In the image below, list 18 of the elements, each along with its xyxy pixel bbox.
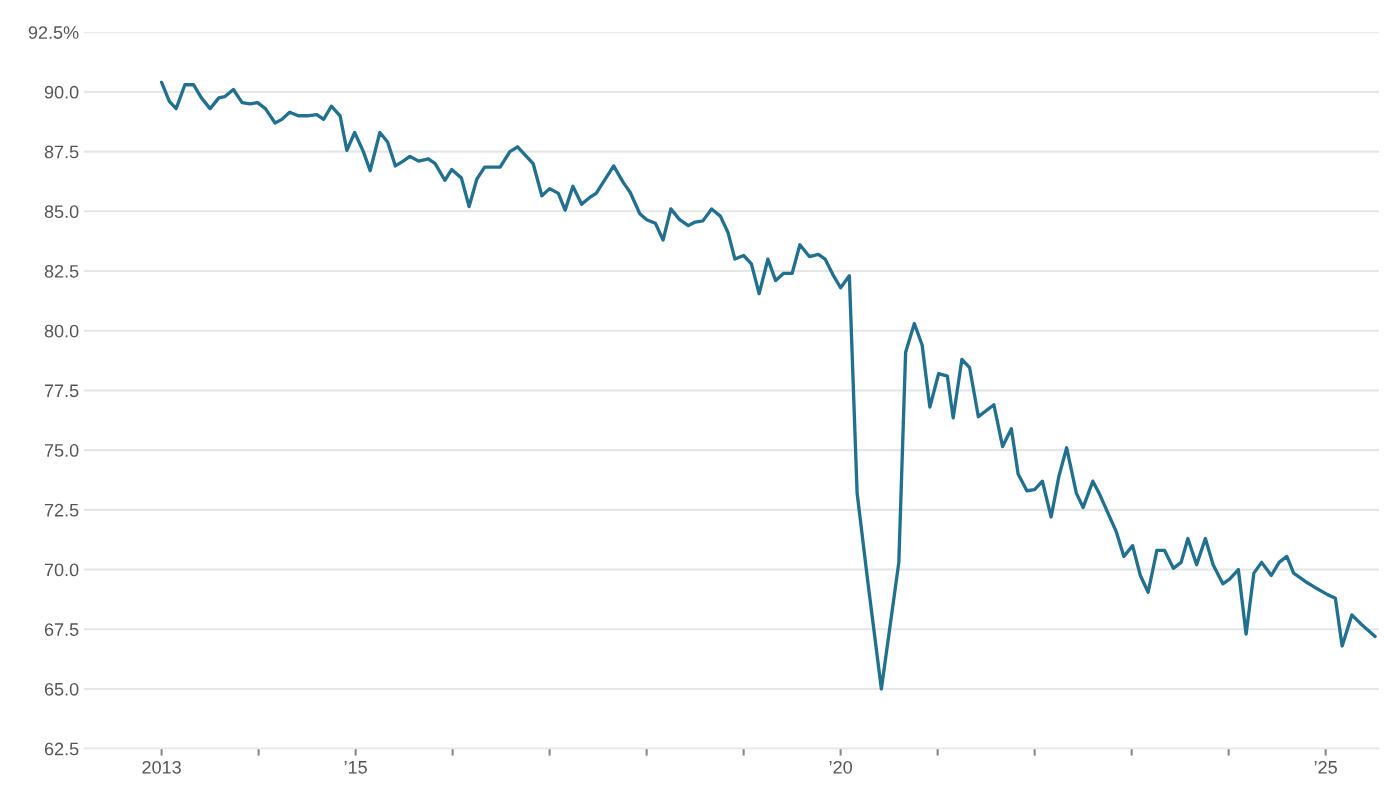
y-tick-label: 90.0 bbox=[44, 85, 79, 99]
x-tick-label: ’15 bbox=[344, 761, 367, 774]
y-tick-label: 72.5 bbox=[44, 503, 79, 517]
y-tick-label: 70.0 bbox=[44, 563, 79, 577]
y-tick-label: 87.5 bbox=[44, 145, 79, 159]
y-tick-label: 92.5% bbox=[28, 26, 79, 39]
y-tick-label: 75.0 bbox=[44, 444, 79, 457]
x-tick-label: ’25 bbox=[1314, 760, 1337, 774]
y-tick-label: 80.0 bbox=[44, 324, 79, 338]
y-tick-label: 77.5 bbox=[44, 384, 79, 398]
y-tick-label: 65.0 bbox=[44, 682, 79, 696]
y-tick-label: 62.5 bbox=[44, 742, 79, 756]
line-series bbox=[159, 80, 1377, 691]
y-tick-label: 82.5 bbox=[44, 264, 79, 278]
y-tick-label: 67.5 bbox=[44, 623, 79, 636]
x-tick-label: 2013 bbox=[142, 760, 181, 774]
x-tick-label: ’20 bbox=[829, 760, 852, 774]
y-tick-label: 85.0 bbox=[44, 205, 79, 219]
